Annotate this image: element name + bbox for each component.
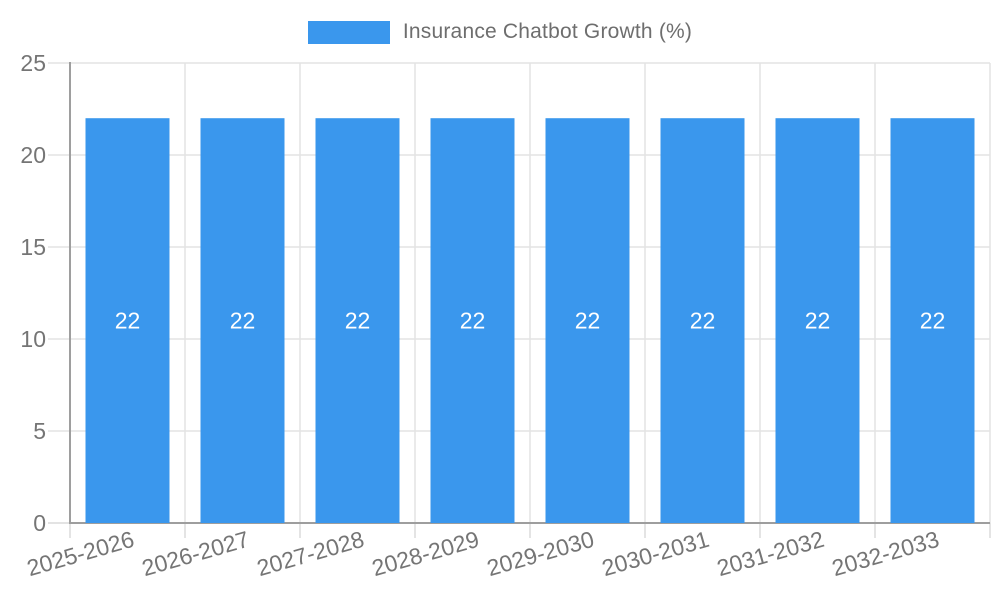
x-axis-label: 2032-2033 [829, 526, 942, 581]
bar-value-label: 22 [690, 308, 716, 334]
bar[interactable] [545, 118, 630, 523]
bar-value-label: 22 [575, 308, 601, 334]
y-axis-label: 20 [20, 142, 46, 168]
bar[interactable] [315, 118, 400, 523]
x-axis-label: 2031-2032 [714, 526, 827, 581]
bar-value-label: 22 [920, 308, 946, 334]
x-axis-label: 2026-2027 [139, 526, 252, 581]
x-axis-label: 2029-2030 [484, 526, 597, 581]
legend-swatch[interactable] [307, 20, 390, 44]
bar[interactable] [660, 118, 745, 523]
bar[interactable] [85, 118, 170, 523]
bar[interactable] [430, 118, 515, 523]
bar[interactable] [200, 118, 285, 523]
y-axis-label: 10 [20, 326, 46, 352]
y-axis-label: 0 [33, 510, 46, 536]
bar-value-label: 22 [345, 308, 371, 334]
bar-value-label: 22 [460, 308, 486, 334]
legend[interactable]: Insurance Chatbot Growth (%) [0, 20, 1000, 44]
y-axis-label: 15 [20, 234, 46, 260]
bar[interactable] [775, 118, 860, 523]
y-axis-label: 5 [33, 418, 46, 444]
bar-value-label: 22 [115, 308, 141, 334]
x-axis-label: 2028-2029 [369, 526, 482, 581]
bar-value-label: 22 [805, 308, 831, 334]
y-axis-label: 25 [20, 50, 46, 76]
x-axis-label: 2030-2031 [599, 526, 712, 581]
x-axis-label: 2027-2028 [254, 526, 367, 581]
legend-label: Insurance Chatbot Growth (%) [402, 20, 693, 43]
bar[interactable] [890, 118, 975, 523]
bar-value-label: 22 [230, 308, 256, 334]
